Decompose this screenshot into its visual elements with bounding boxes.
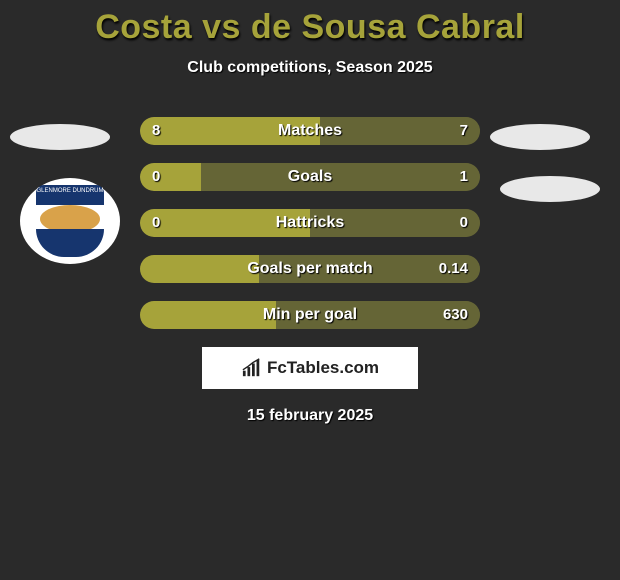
stat-row: 0.14Goals per match (0, 255, 620, 283)
stat-value-left: 8 (152, 117, 160, 145)
stat-track (140, 117, 480, 145)
stat-value-right: 0.14 (439, 255, 468, 283)
stat-value-right: 0 (460, 209, 468, 237)
stat-fill-left (140, 255, 259, 283)
brand-text: FcTables.com (267, 358, 379, 378)
stat-row: 630Min per goal (0, 301, 620, 329)
stat-track (140, 255, 480, 283)
stat-fill-left (140, 117, 320, 145)
stat-value-left: 0 (152, 163, 160, 191)
stat-track (140, 209, 480, 237)
date-label: 15 february 2025 (0, 407, 620, 425)
stat-value-right: 7 (460, 117, 468, 145)
comparison-chart: 87Matches01Goals00Hattricks0.14Goals per… (0, 117, 620, 329)
brand-box: FcTables.com (202, 347, 418, 389)
stat-value-right: 1 (460, 163, 468, 191)
stat-track (140, 301, 480, 329)
stat-row: 87Matches (0, 117, 620, 145)
stat-value-left: 0 (152, 209, 160, 237)
stat-row: 00Hattricks (0, 209, 620, 237)
subtitle: Club competitions, Season 2025 (0, 59, 620, 77)
stat-fill-right (201, 163, 480, 191)
stat-fill-left (140, 301, 276, 329)
stat-fill-right (320, 117, 480, 145)
stat-fill-left (140, 209, 310, 237)
page-title: Costa vs de Sousa Cabral (0, 0, 620, 47)
bar-chart-icon (241, 358, 263, 378)
stat-track (140, 163, 480, 191)
stat-fill-right (310, 209, 480, 237)
stat-fill-left (140, 163, 201, 191)
stat-value-right: 630 (443, 301, 468, 329)
stat-row: 01Goals (0, 163, 620, 191)
